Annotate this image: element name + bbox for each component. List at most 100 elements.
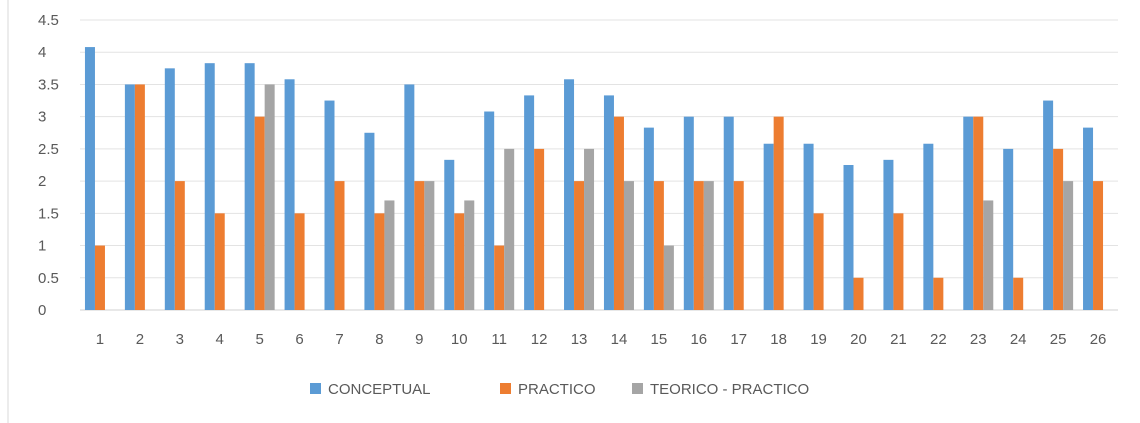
- x-tick-label: 5: [255, 331, 263, 348]
- x-tick-label: 2: [136, 331, 144, 348]
- x-tick-label: 18: [770, 331, 787, 348]
- bar: [265, 84, 275, 310]
- bar: [524, 95, 534, 310]
- legend-swatch: [632, 383, 643, 394]
- x-tick-label: 15: [651, 331, 668, 348]
- bar: [664, 246, 674, 310]
- x-tick-label: 14: [611, 331, 628, 348]
- bar: [1043, 101, 1053, 310]
- bar: [85, 47, 95, 310]
- bar: [1063, 181, 1073, 310]
- x-axis: 1 2 3 4 5 6 7 8 9 10 11 12 13 14 15 16 17 18 19 20 21 22 23 24 2…: [96, 331, 1107, 348]
- x-tick-label: 10: [451, 331, 468, 348]
- bar: [444, 160, 454, 310]
- bars: [85, 47, 1103, 310]
- y-tick-label: 4: [38, 44, 46, 61]
- x-tick-label: 25: [1050, 331, 1067, 348]
- bar: [245, 63, 255, 310]
- legend-swatch: [500, 383, 511, 394]
- x-tick-label: 4: [216, 331, 224, 348]
- bar: [175, 181, 185, 310]
- y-tick-label: 3: [38, 109, 46, 126]
- bar: [844, 165, 854, 310]
- bar: [215, 213, 225, 310]
- bar: [584, 149, 594, 310]
- bar: [374, 213, 384, 310]
- bar: [923, 144, 933, 310]
- y-tick-label: 0: [38, 302, 46, 319]
- bar: [414, 181, 424, 310]
- x-tick-label: 17: [730, 331, 747, 348]
- bar: [335, 181, 345, 310]
- bar: [684, 117, 694, 310]
- bar: [364, 133, 374, 310]
- bar: [854, 278, 864, 310]
- x-tick-label: 1: [96, 331, 104, 348]
- bar: [95, 246, 105, 310]
- bar: [883, 160, 893, 310]
- bar: [325, 101, 335, 310]
- y-tick-label: 4.5: [38, 12, 59, 29]
- y-axis: 0 0.5 1 1.5 2 2.5 3 3.5 4 4.5: [38, 12, 59, 319]
- bar: [454, 213, 464, 310]
- legend-label: PRACTICO: [518, 381, 596, 398]
- bar: [484, 112, 494, 310]
- bar: [574, 181, 584, 310]
- bar: [494, 246, 504, 310]
- bar: [384, 200, 394, 310]
- bar: [1083, 128, 1093, 310]
- x-tick-label: 7: [335, 331, 343, 348]
- bar: [504, 149, 514, 310]
- x-tick-label: 21: [890, 331, 907, 348]
- bar: [255, 117, 265, 310]
- bar: [205, 63, 215, 310]
- bar: [724, 117, 734, 310]
- bar: [694, 181, 704, 310]
- legend-swatch: [310, 383, 321, 394]
- x-tick-label: 8: [375, 331, 383, 348]
- x-tick-label: 11: [491, 331, 507, 348]
- x-tick-label: 19: [810, 331, 827, 348]
- x-tick-label: 13: [571, 331, 588, 348]
- bar: [774, 117, 784, 310]
- bar: [734, 181, 744, 310]
- bar: [1013, 278, 1023, 310]
- x-tick-label: 26: [1090, 331, 1107, 348]
- bar: [464, 200, 474, 310]
- bar: [963, 117, 973, 310]
- bar: [285, 79, 295, 310]
- bar: [614, 117, 624, 310]
- legend: CONCEPTUAL PRACTICO TEORICO - PRACTICO: [310, 381, 809, 398]
- legend-label: CONCEPTUAL: [328, 381, 431, 398]
- bar: [125, 84, 135, 310]
- bar: [1093, 181, 1103, 310]
- x-tick-label: 12: [531, 331, 548, 348]
- legend-label: TEORICO - PRACTICO: [650, 381, 809, 398]
- bar: [893, 213, 903, 310]
- y-tick-label: 3.5: [38, 76, 59, 93]
- y-tick-label: 1: [38, 238, 46, 255]
- bar: [804, 144, 814, 310]
- x-tick-label: 20: [850, 331, 867, 348]
- bar: [973, 117, 983, 310]
- bar: [983, 200, 993, 310]
- bar: [424, 181, 434, 310]
- y-tick-label: 0.5: [38, 270, 59, 287]
- bar: [624, 181, 634, 310]
- x-tick-label: 16: [690, 331, 707, 348]
- y-tick-label: 2.5: [38, 141, 59, 158]
- bar: [764, 144, 774, 310]
- x-tick-label: 24: [1010, 331, 1027, 348]
- x-tick-label: 23: [970, 331, 987, 348]
- bar: [654, 181, 664, 310]
- gridlines: [80, 20, 1118, 310]
- y-tick-label: 2: [38, 173, 46, 190]
- bar: [165, 68, 175, 310]
- x-tick-label: 22: [930, 331, 947, 348]
- bar: [933, 278, 943, 310]
- bar: [814, 213, 824, 310]
- x-tick-label: 6: [295, 331, 303, 348]
- y-tick-label: 1.5: [38, 205, 59, 222]
- bar: [1003, 149, 1013, 310]
